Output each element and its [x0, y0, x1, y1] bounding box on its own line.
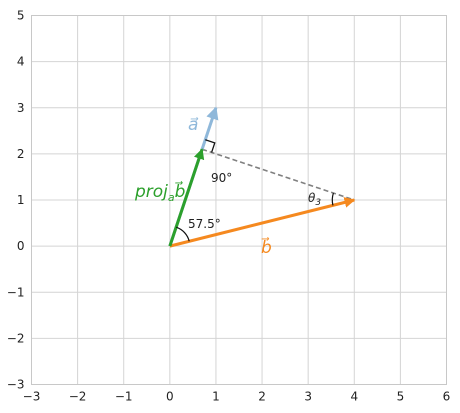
y-tick-label: −1 [7, 285, 25, 299]
angle-57-label: 57.5° [188, 217, 221, 231]
perpendicular-dashed-line [201, 148, 355, 201]
x-tick-label: 4 [350, 390, 358, 404]
y-tick-label: 3 [17, 101, 25, 115]
theta-label: θ3 [308, 191, 321, 208]
vector-b-arrow [169, 197, 356, 248]
y-tick-label: 5 [17, 9, 25, 23]
right-angle-marker [205, 139, 216, 153]
theta-symbol: θ [308, 191, 316, 205]
x-tick-label: 2 [258, 390, 266, 404]
y-tick-label: 1 [17, 193, 25, 207]
y-tick-label: 4 [17, 55, 25, 69]
vector-b-label: b⃗ [261, 236, 272, 258]
x-tick-label: 5 [397, 390, 405, 404]
y-tick-label: 0 [17, 239, 25, 253]
projection-vector-arrow [168, 148, 205, 247]
x-axis-ticks: −3 −2 −1 0 1 2 3 4 5 6 [23, 390, 451, 404]
projection-label-tail: b⃗ [174, 180, 185, 202]
vector-a-label: a⃗ [188, 115, 199, 135]
x-tick-label: −2 [69, 390, 87, 404]
y-tick-label: 2 [17, 147, 25, 161]
theta-subscript: 3 [315, 198, 321, 208]
grid-lines [31, 15, 447, 385]
plot-frame [31, 15, 447, 385]
x-tick-label: 0 [166, 390, 174, 404]
x-tick-label: 3 [304, 390, 312, 404]
y-tick-label: −3 [7, 378, 25, 392]
projection-vector-label: projab⃗ [134, 180, 185, 204]
projection-label-sub: a [168, 191, 175, 204]
x-tick-label: 1 [212, 390, 220, 404]
theta-arc [331, 192, 334, 206]
x-tick-label: 6 [443, 390, 451, 404]
right-angle-label: 90° [211, 171, 232, 185]
angle-arc-57 [175, 226, 190, 242]
x-tick-label: −1 [115, 390, 133, 404]
y-tick-label: −2 [7, 331, 25, 345]
projection-label-main: proj [134, 182, 168, 202]
x-tick-label: −3 [23, 390, 41, 404]
y-axis-ticks: 5 4 3 2 1 0 −1 −2 −3 [7, 9, 25, 392]
